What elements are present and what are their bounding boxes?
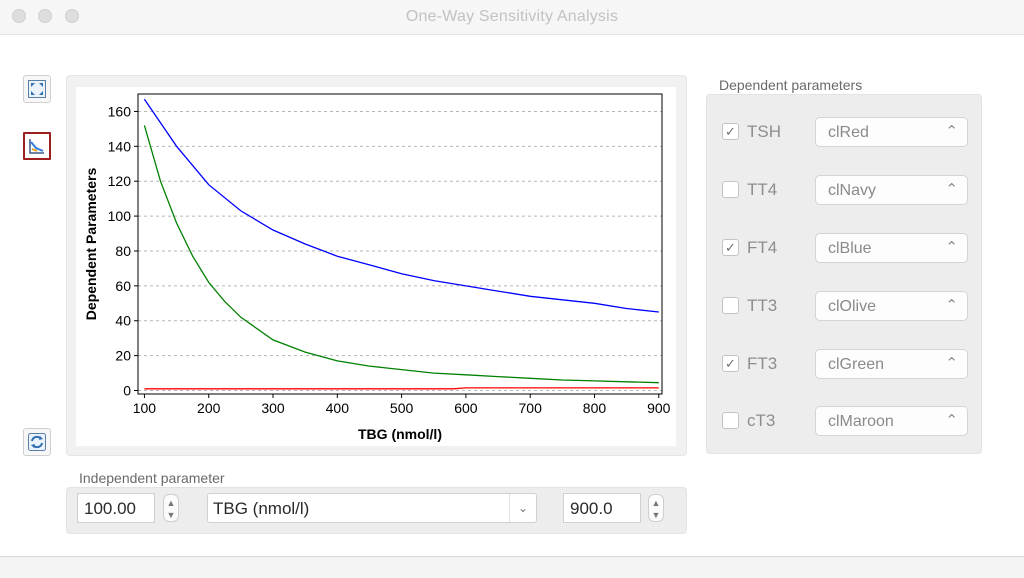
x-tick-label: 400 [326, 400, 350, 416]
select-arrows-icon: ⌃ [945, 412, 958, 429]
x-tick-label: 600 [454, 400, 478, 416]
y-axis-label: Dependent Parameters [83, 168, 99, 321]
select-arrows-icon: ⌃ [945, 123, 958, 140]
y-tick-label: 140 [108, 138, 132, 154]
min-value-stepper[interactable]: ▲ ▼ [163, 494, 179, 522]
ft4-color-select[interactable]: clBlue ⌃ [815, 233, 968, 263]
tt4-checkbox[interactable] [722, 181, 739, 198]
ft3-label: FT3 [747, 354, 778, 373]
chart-button[interactable] [23, 132, 51, 160]
dependent-row-tt4: TT4 clNavy ⌃ [722, 175, 972, 205]
tt4-label: TT4 [747, 180, 778, 199]
chevron-down-icon[interactable]: ⌄ [509, 494, 536, 522]
x-tick-label: 300 [261, 400, 285, 416]
y-tick-label: 40 [115, 313, 131, 329]
independent-parameter-label: Independent parameter [79, 470, 225, 486]
title-bar: One-Way Sensitivity Analysis [0, 0, 1024, 35]
close-window-button[interactable] [12, 9, 26, 23]
tsh-color-select[interactable]: clRed ⌃ [815, 117, 968, 147]
min-value-field[interactable]: 100.00 [77, 493, 155, 523]
y-tick-label: 0 [123, 383, 131, 399]
status-bar [0, 556, 1024, 578]
ft4-color-value: clBlue [828, 240, 872, 257]
ft3-color-value: clGreen [828, 356, 885, 373]
y-tick-label: 20 [115, 348, 131, 364]
max-value-field[interactable]: 900.0 [563, 493, 641, 523]
tt3-color-select[interactable]: clOlive ⌃ [815, 291, 968, 321]
dependent-row-ft3: ✓ FT3 clGreen ⌃ [722, 349, 972, 379]
dependent-row-tsh: ✓ TSH clRed ⌃ [722, 117, 972, 147]
select-arrows-icon: ⌃ [945, 239, 958, 256]
dependent-parameters-label: Dependent parameters [719, 77, 863, 93]
dependent-row-tt3: TT3 clOlive ⌃ [722, 291, 972, 321]
ft3-checkbox[interactable]: ✓ [722, 355, 739, 372]
max-value-stepper[interactable]: ▲ ▼ [648, 494, 664, 522]
tt4-color-value: clNavy [828, 182, 877, 199]
plot-frame [137, 93, 663, 395]
ft3-color-select[interactable]: clGreen ⌃ [815, 349, 968, 379]
select-arrows-icon: ⌃ [945, 297, 958, 314]
select-arrows-icon: ⌃ [945, 181, 958, 198]
x-tick-label: 200 [197, 400, 221, 416]
window-title: One-Way Sensitivity Analysis [405, 8, 619, 25]
tt3-label: TT3 [747, 296, 778, 315]
ct3-color-value: clMaroon [828, 413, 894, 430]
zoom-fit-icon [28, 80, 46, 98]
zoom-fit-button[interactable] [23, 75, 51, 103]
y-tick-label: 80 [115, 243, 131, 259]
ft4-label: FT4 [747, 238, 778, 257]
x-tick-label: 700 [519, 400, 543, 416]
independent-parameter-combo[interactable]: TBG (nmol/l) ⌄ [207, 493, 537, 523]
dependent-row-ft4: ✓ FT4 clBlue ⌃ [722, 233, 972, 263]
zoom-window-button[interactable] [65, 9, 79, 23]
dependent-row-ct3: cT3 clMaroon ⌃ [722, 406, 972, 436]
x-tick-label: 800 [583, 400, 607, 416]
x-tick-label: 100 [133, 400, 157, 416]
x-axis-label: TBG (nmol/l) [358, 426, 442, 442]
ct3-color-select[interactable]: clMaroon ⌃ [815, 406, 968, 436]
series-line [143, 125, 659, 384]
refresh-button[interactable] [23, 428, 51, 456]
dependent-parameters-panel [706, 94, 982, 454]
y-tick-label: 100 [108, 208, 132, 224]
sensitivity-chart: 0 20 40 60 80 100 120 140 160 100 200 300 400 500 600 7… [83, 93, 671, 442]
tt3-checkbox[interactable] [722, 297, 739, 314]
independent-parameter-value: TBG (nmol/l) [213, 499, 310, 518]
tsh-color-value: clRed [828, 124, 869, 141]
select-arrows-icon: ⌃ [945, 355, 958, 372]
ct3-label: cT3 [747, 411, 776, 430]
tsh-checkbox[interactable]: ✓ [722, 123, 739, 140]
series-line [143, 98, 659, 313]
tt3-color-value: clOlive [828, 298, 877, 315]
x-tick-label: 500 [390, 400, 414, 416]
ft4-checkbox[interactable]: ✓ [722, 239, 739, 256]
refresh-icon [28, 433, 46, 451]
minimize-window-button[interactable] [38, 9, 52, 23]
tsh-label: TSH [747, 122, 781, 141]
series-line [144, 387, 659, 390]
y-tick-label: 160 [108, 103, 132, 119]
tt4-color-select[interactable]: clNavy ⌃ [815, 175, 968, 205]
y-tick-label: 120 [108, 173, 132, 189]
y-tick-label: 60 [115, 278, 131, 294]
x-tick-label: 900 [647, 400, 671, 416]
chart-icon [29, 139, 44, 154]
ct3-checkbox[interactable] [722, 412, 739, 429]
